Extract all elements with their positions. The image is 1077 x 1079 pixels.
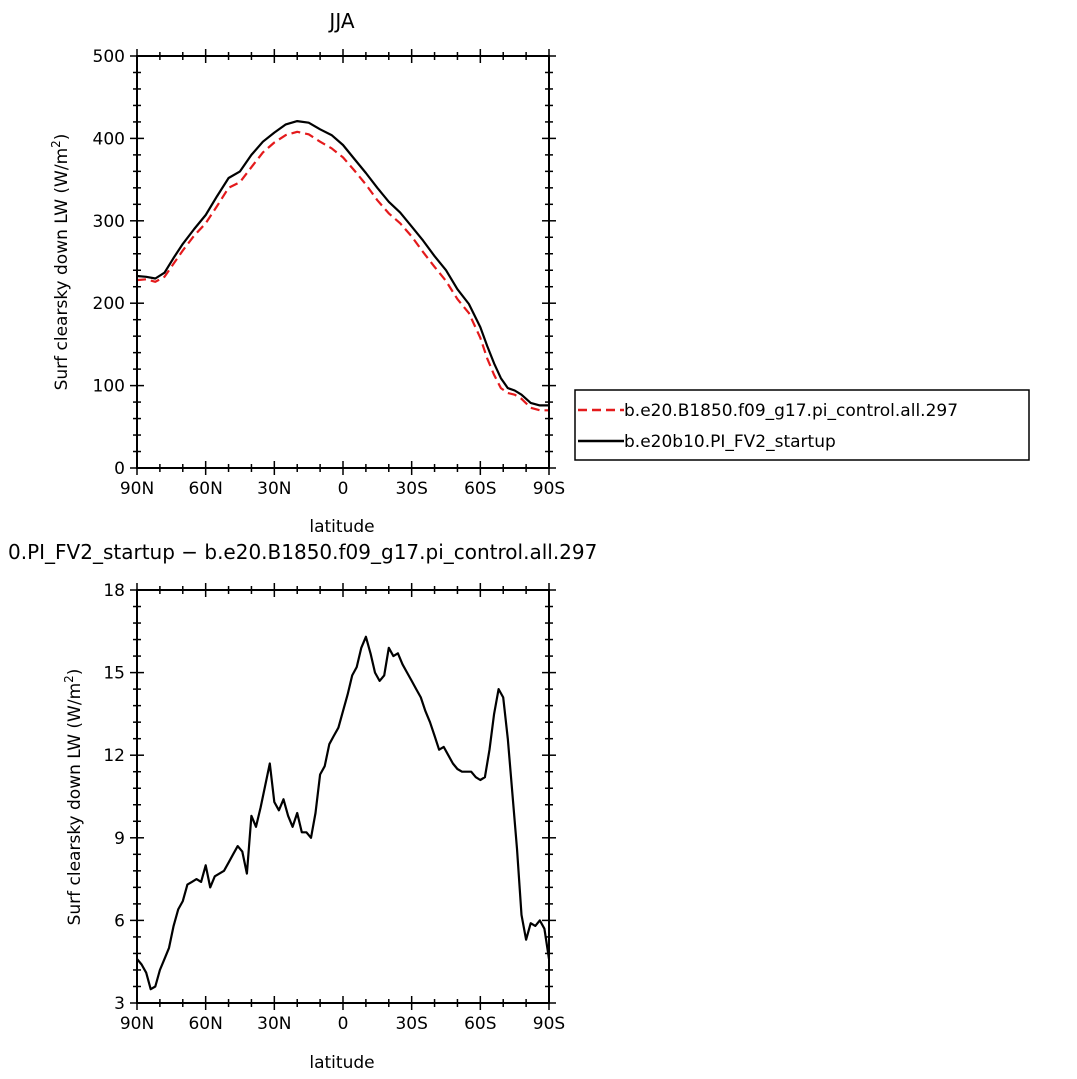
bottom-series-line-0 (136, 635, 551, 991)
bottom-y-tick-label: 15 (103, 664, 125, 684)
bottom-x-tick-label: 60S (464, 1014, 496, 1034)
top-x-tick-label: 30N (257, 479, 291, 499)
top-x-tick-label: 60N (188, 479, 222, 499)
bottom-x-tick-label: 30S (395, 1014, 427, 1034)
top-y-tick-label: 200 (93, 294, 125, 314)
top-y-tick-label: 100 (93, 377, 125, 397)
top-series-line-0 (136, 130, 549, 412)
top-x-tick-label: 0 (338, 479, 349, 499)
top-y-tick-label: 500 (93, 47, 125, 67)
legend-label-control: b.e20.B1850.f09_g17.pi_control.all.297 (624, 401, 958, 421)
bottom-x-tick-label: 0 (338, 1014, 349, 1034)
top-x-tick-label: 90S (533, 479, 565, 499)
bottom-plot-frame (136, 589, 550, 1004)
top-y-tick-label: 300 (93, 212, 125, 232)
legend-label-startup: b.e20b10.PI_FV2_startup (624, 432, 836, 452)
top-plot-frame (136, 55, 550, 469)
top-plot-series (136, 119, 549, 412)
top-chart-title: JJA (327, 9, 354, 33)
bottom-y-tick-label: 3 (114, 994, 125, 1014)
bottom-panel: 0.PI_FV2_startup − b.e20.B1850.f09_g17.p… (8, 540, 597, 1073)
legend: b.e20.B1850.f09_g17.pi_control.all.297 b… (574, 389, 1030, 461)
top-x-tick-label: 60S (464, 479, 496, 499)
bottom-plot-series (136, 635, 551, 991)
top-x-axis-title: latitude (309, 517, 374, 537)
bottom-axis-ticks: 90N 60N 30N 0 30S 60S 90S 3 6 9 12 15 18 (103, 581, 565, 1034)
bottom-y-tick-label: 18 (103, 581, 125, 601)
bottom-x-tick-label: 60N (188, 1014, 222, 1034)
bottom-x-axis-title: latitude (309, 1053, 374, 1073)
bottom-y-axis-title: Surf clearsky down LW (W/m2) (62, 669, 85, 926)
bottom-x-tick-label: 90N (120, 1014, 154, 1034)
top-series-line-1 (136, 119, 549, 407)
top-y-tick-label: 0 (114, 459, 125, 479)
bottom-x-tick-label: 90S (533, 1014, 565, 1034)
top-y-tick-label: 400 (93, 129, 125, 149)
top-panel: JJA 90N 60N 30N 0 30S 60S 90S0100200300400500 … (49, 9, 1030, 537)
bottom-y-tick-label: 6 (114, 911, 125, 931)
top-axis-ticks: 90N 60N 30N 0 30S 60S 90S 0 100 200 300 400 500 (93, 47, 566, 499)
top-x-tick-label: 30S (395, 479, 427, 499)
bottom-y-tick-label: 12 (103, 746, 125, 766)
bottom-y-tick-label: 9 (114, 829, 125, 849)
bottom-x-tick-label: 30N (257, 1014, 291, 1034)
bottom-chart-title: 0.PI_FV2_startup − b.e20.B1850.f09_g17.p… (8, 540, 597, 564)
top-y-axis-title: Surf clearsky down LW (W/m2) (49, 134, 72, 391)
top-x-tick-label: 90N (120, 479, 154, 499)
legend-box (574, 389, 1030, 461)
